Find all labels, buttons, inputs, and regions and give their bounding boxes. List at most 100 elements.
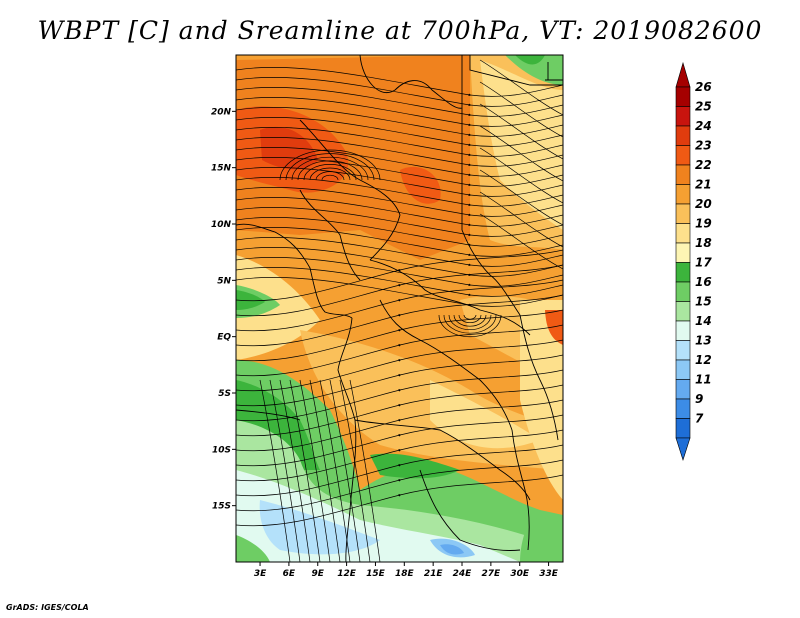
lon-tick-label: 9E [312,569,325,579]
streamline [236,186,563,217]
colorbar-swatch [675,340,691,361]
colorbar-label: 18 [695,236,712,250]
streamline [479,213,563,270]
colorbar-swatch [675,184,691,205]
colorbar-label: 14 [695,314,712,328]
streamline [285,153,375,181]
streamline [236,429,563,482]
streamline [236,444,563,497]
streamline [309,167,351,181]
streamline [453,314,487,327]
streamline [236,226,563,257]
streamline [297,160,363,181]
streamline [236,196,563,227]
streamline [349,379,381,562]
lat-tick-label: 5N [217,276,231,286]
colorbar-swatch [675,301,691,322]
streamline [236,136,563,167]
lat-tick-label: 15N [211,164,232,174]
streamline [236,414,563,467]
streamline [236,96,563,127]
streamline [315,171,345,181]
streamline [319,379,351,562]
colorbar-label: 15 [695,295,712,309]
colorbar-label: 21 [695,178,712,192]
lat-tick-label: 15S [212,502,231,512]
colorbar-label: 9 [695,392,703,406]
colorbar-swatch [675,242,691,263]
streamline [309,379,341,562]
streamline [236,324,563,377]
colorbar-swatch [675,106,691,127]
streamline [236,309,563,362]
streamline [329,379,361,562]
longitude-axis: 3E 6E 9E 12E 15E 18E 21E 24E 27E 30E 33E [254,562,559,579]
streamline [479,169,563,226]
colorbar-label: 16 [695,275,712,289]
streamline [236,86,563,117]
colorbar-label: 11 [695,373,712,387]
colorbar-swatch [675,418,691,439]
colorbar-label: 13 [695,334,712,348]
country-borders [236,55,563,562]
colorbar-swatch [675,320,691,341]
streamline [458,314,482,323]
lon-tick-label: 3E [254,569,267,579]
streamline [236,76,563,107]
colorbar-swatch [675,398,691,419]
streamline [236,246,563,277]
lon-tick-label: 15E [366,569,386,579]
streamline [448,314,492,331]
colorbar-bottom-arrow [675,437,691,461]
streamline [479,59,563,116]
streamline [236,106,563,137]
colorbar-swatch [675,145,691,166]
streamline [303,164,357,181]
wbpt-shaded-field [236,55,563,562]
streamline [443,314,497,334]
colorbar-swatch [675,125,691,146]
streamline [269,379,301,562]
streamline [236,474,563,527]
streamline [236,276,563,307]
lat-tick-label: 5S [218,389,231,399]
streamline [236,166,563,197]
streamline [291,156,369,181]
lon-tick-label: 27E [482,569,502,579]
streamline [236,354,563,407]
streamline [479,103,563,160]
streamline [236,249,563,302]
streamline [339,379,371,562]
lon-tick-label: 33E [539,569,559,579]
streamline [236,206,563,237]
streamline [236,116,563,147]
colorbar: 26 25 24 23 22 21 20 19 18 17 16 15 14 13 12 11 9 7 [675,61,712,461]
colorbar-label: 19 [695,217,712,231]
lon-tick-label: 18E [395,569,415,579]
lat-tick-label: 10S [212,445,231,455]
streamline [236,216,563,247]
colorbar-label: 7 [695,412,704,426]
streamline [236,66,563,97]
colorbar-label: 17 [695,256,712,270]
streamline [236,176,563,207]
streamline [236,459,563,512]
streamline [438,314,502,337]
streamline [236,236,563,267]
streamline [236,256,563,287]
streamline [236,369,563,422]
streamline [321,174,339,181]
streamline [236,279,563,332]
colorbar-label: 25 [695,100,712,114]
colorbar-label: 20 [695,197,712,211]
colorbar-swatch [675,379,691,400]
streamline [236,294,563,347]
colorbar-label: 26 [695,80,712,94]
streamline [479,191,563,248]
streamline [236,126,563,157]
streamline [236,146,563,177]
grads-credit: GrADS: IGES/COLA [6,603,89,612]
colorbar-label: 23 [695,139,712,153]
map-frame [235,54,564,563]
